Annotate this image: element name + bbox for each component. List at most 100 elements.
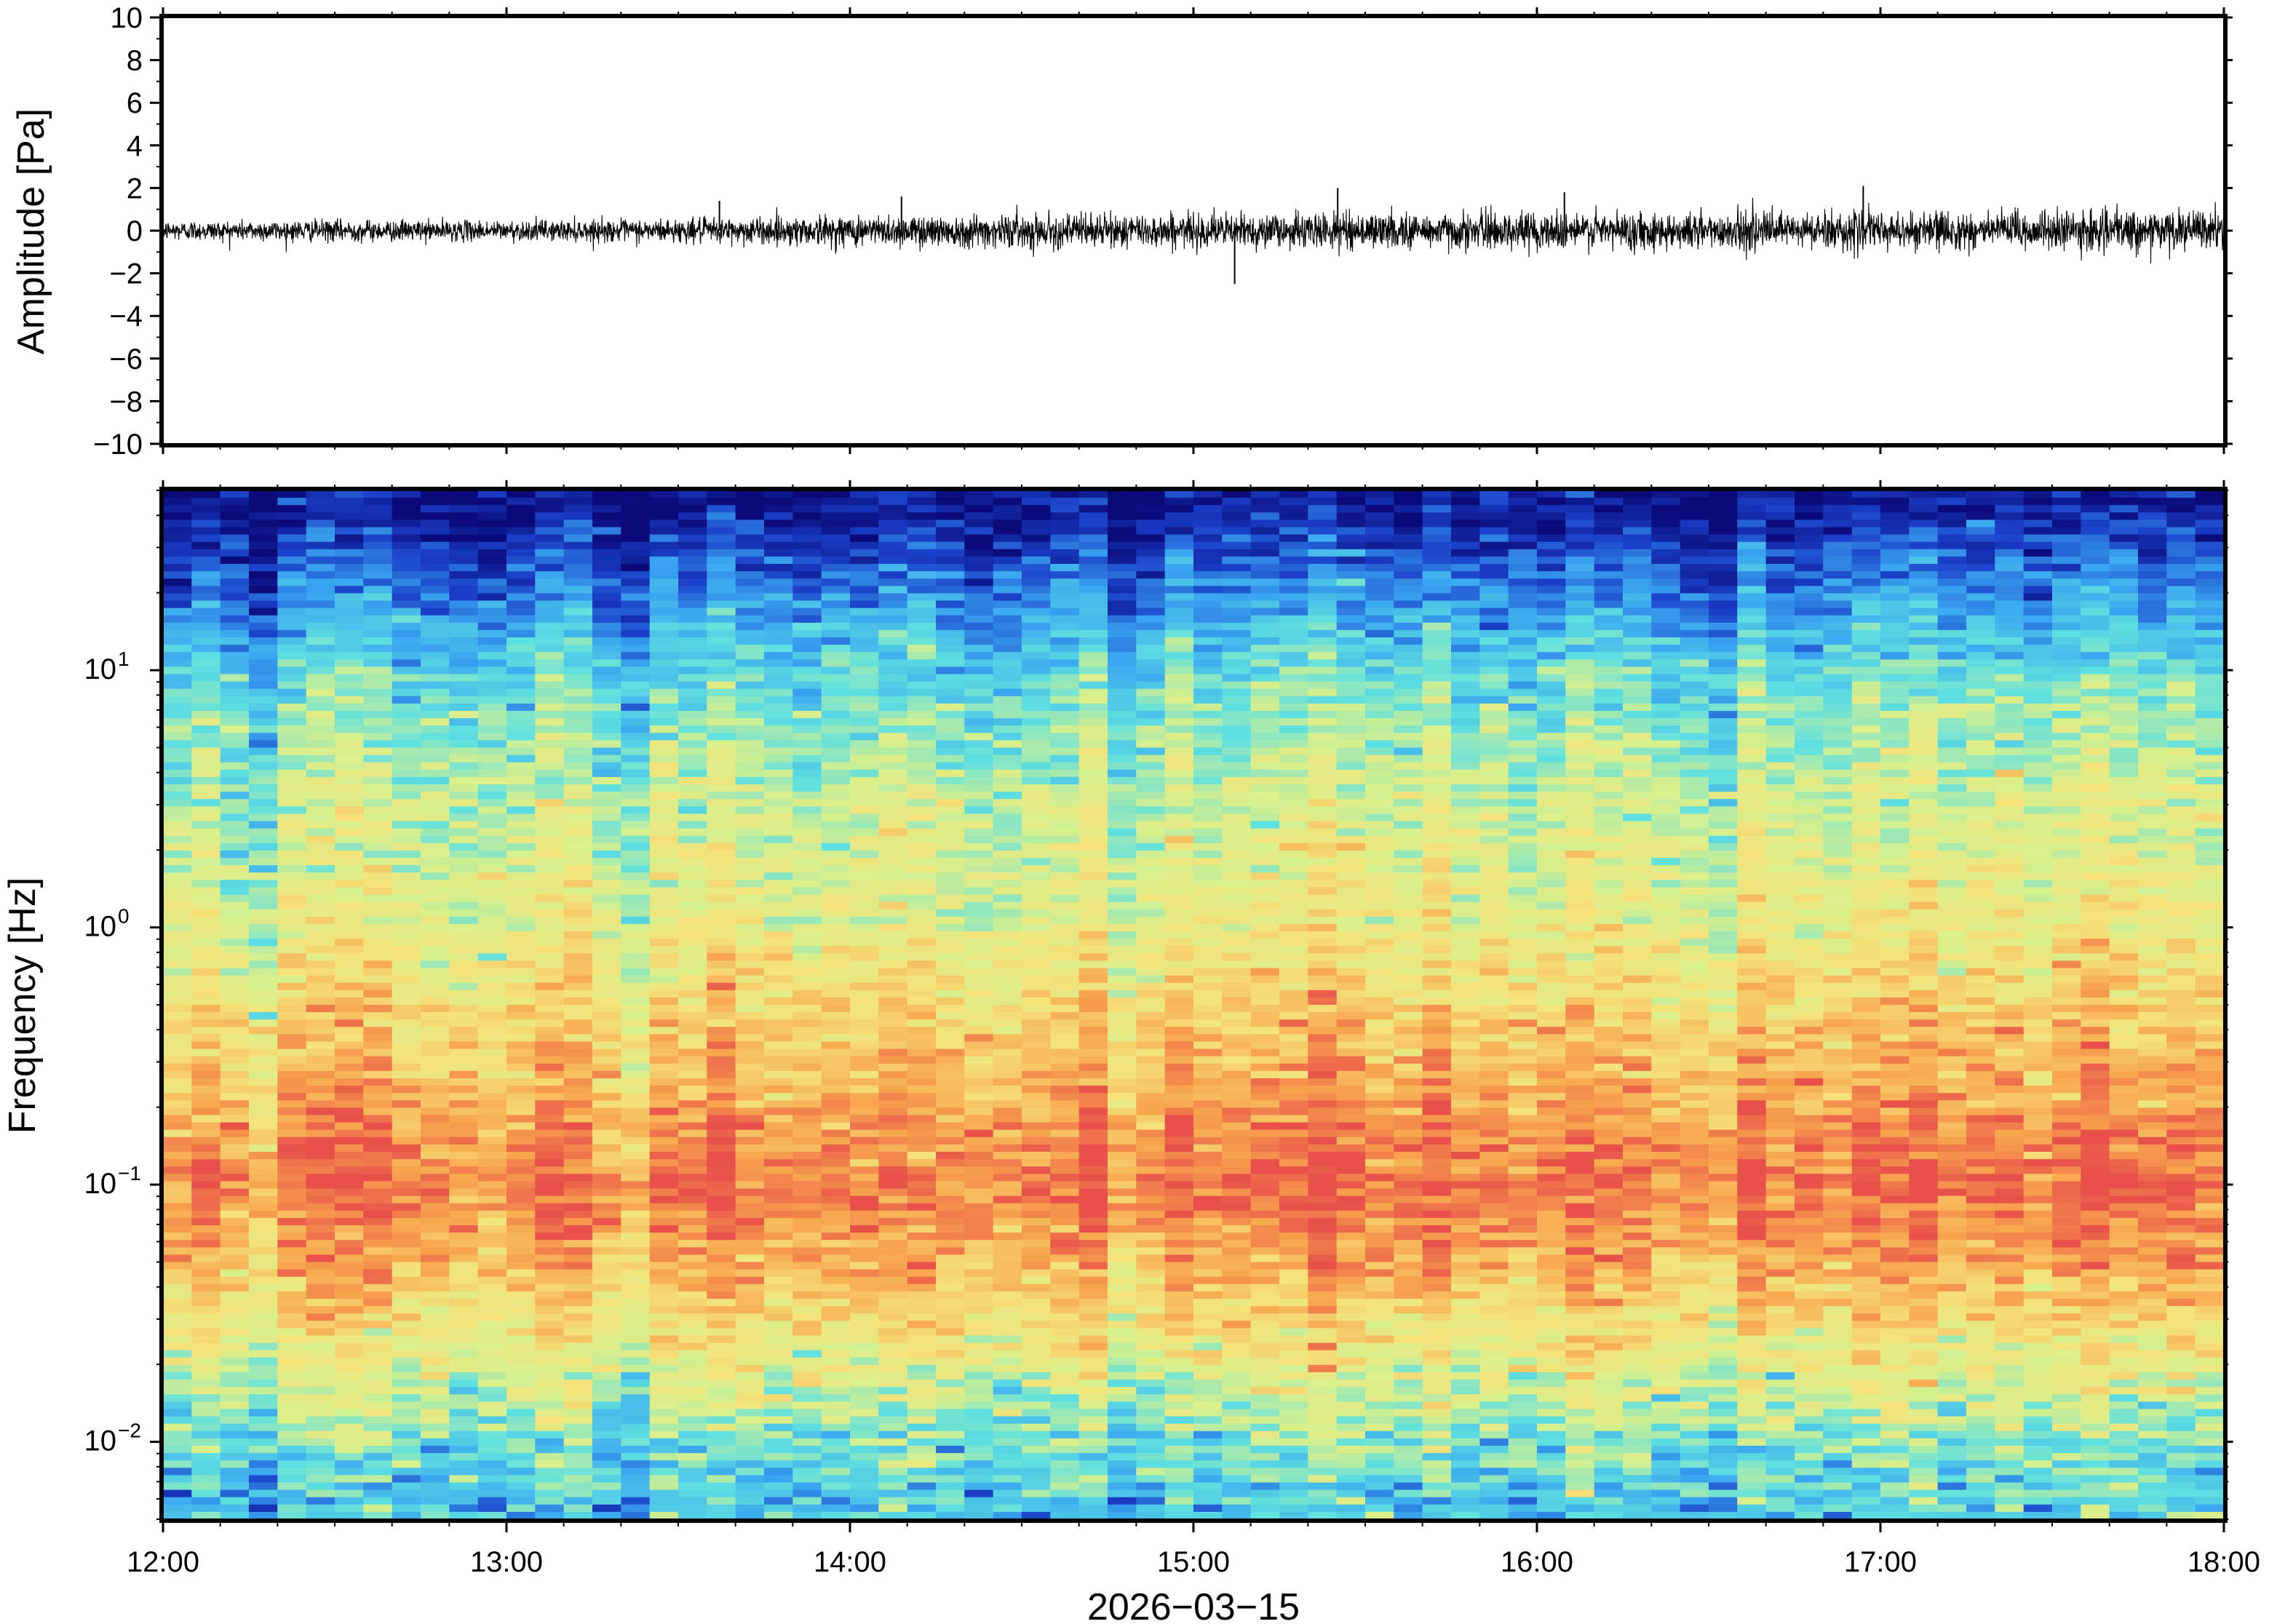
spectrogram-cell bbox=[535, 931, 565, 939]
spectrogram-cell bbox=[277, 1210, 307, 1219]
spectrogram-cell bbox=[449, 1350, 479, 1358]
spectrogram-cell bbox=[1108, 880, 1137, 888]
spectrogram-cell bbox=[477, 909, 507, 918]
spectrogram-cell bbox=[764, 887, 794, 896]
spectrogram-cell bbox=[993, 1159, 1022, 1167]
spectrogram-cell bbox=[363, 858, 393, 866]
spectrogram-cell bbox=[421, 762, 450, 771]
spectrogram-cell bbox=[306, 1497, 335, 1505]
spectrogram-cell bbox=[220, 652, 250, 661]
spectrogram-cell bbox=[936, 586, 966, 594]
spectrogram-cell bbox=[850, 608, 880, 616]
spectrogram-cell bbox=[506, 1468, 536, 1476]
spectrogram-cell bbox=[878, 901, 908, 910]
spectrogram-cell bbox=[764, 1137, 794, 1145]
spectrogram-cell bbox=[1078, 1468, 1108, 1476]
spectrogram-cell bbox=[678, 1409, 708, 1417]
spectrogram-cell bbox=[592, 629, 622, 638]
spectrogram-cell bbox=[506, 880, 536, 888]
spectrogram-cell bbox=[707, 1460, 736, 1469]
spectrogram-cell bbox=[735, 1019, 765, 1028]
spectrogram-cell bbox=[850, 828, 880, 837]
spectrogram-cell bbox=[707, 960, 736, 969]
spectrogram-cell bbox=[363, 681, 393, 690]
spectrogram-cell bbox=[735, 674, 765, 682]
spectrogram-cell bbox=[850, 629, 880, 638]
spectrogram-cell bbox=[821, 1078, 851, 1086]
spectrogram-cell bbox=[878, 1217, 908, 1226]
spectrogram-cell bbox=[363, 1019, 393, 1028]
spectrogram-cell bbox=[592, 990, 622, 998]
spectrogram-cell bbox=[621, 982, 651, 991]
spectrogram-cell bbox=[477, 828, 507, 837]
spectrogram-cell bbox=[1050, 799, 1080, 808]
spectrogram-cell bbox=[1078, 1100, 1108, 1109]
spectrogram-cell bbox=[678, 1489, 708, 1498]
spectrogram-cell bbox=[392, 490, 421, 498]
waveform-line bbox=[163, 197, 2224, 264]
spectrogram-cell bbox=[649, 1019, 679, 1028]
spectrogram-cell bbox=[335, 990, 365, 998]
spectrogram-cell bbox=[392, 1475, 421, 1484]
spectrogram-cell bbox=[535, 725, 565, 734]
spectrogram-cell bbox=[163, 1482, 193, 1491]
spectrogram-cell bbox=[477, 1504, 507, 1513]
spectrogram-cell bbox=[563, 799, 593, 808]
spectrogram-cell bbox=[592, 755, 622, 763]
spectrogram-cell bbox=[621, 1027, 651, 1035]
spectrogram-cell bbox=[477, 1078, 507, 1086]
spectrogram-cell bbox=[964, 1299, 994, 1307]
spectrogram-cell bbox=[163, 953, 193, 962]
spectrogram-cell bbox=[964, 1475, 994, 1484]
spectrogram-cell bbox=[392, 1181, 421, 1190]
spectrogram-cell bbox=[1022, 792, 1052, 800]
spectrogram-cell bbox=[850, 1115, 880, 1123]
spectrogram-cell bbox=[907, 1203, 937, 1211]
spectrogram-cell bbox=[1022, 593, 1052, 602]
spectrogram-cell bbox=[878, 1438, 908, 1446]
spectrogram-cell bbox=[850, 1482, 880, 1491]
spectrogram-cell bbox=[335, 1225, 365, 1233]
spectrogram-cell bbox=[993, 1034, 1022, 1043]
spectrogram-cell bbox=[363, 1350, 393, 1358]
spectrogram-cell bbox=[220, 1203, 250, 1211]
spectrogram-cell bbox=[878, 637, 908, 645]
spectrogram-cell bbox=[850, 923, 880, 932]
spectrogram-cell bbox=[563, 1174, 593, 1182]
spectrogram-cell bbox=[678, 1195, 708, 1204]
spectrogram-cell bbox=[249, 1401, 279, 1410]
spectrogram-cell bbox=[678, 637, 708, 645]
spectrogram-cell bbox=[1078, 1401, 1108, 1410]
spectrogram-cell bbox=[277, 541, 307, 550]
spectrogram-cell bbox=[392, 1019, 421, 1028]
spectrogram-cell bbox=[792, 740, 822, 749]
spectrogram-cell bbox=[163, 578, 193, 587]
spectrogram-cell bbox=[621, 1335, 651, 1344]
spectrogram-cell bbox=[850, 799, 880, 808]
spectrogram-cell bbox=[1164, 769, 1194, 778]
spectrogram-cell bbox=[506, 564, 536, 572]
spectrogram-cell bbox=[907, 512, 937, 521]
spectrogram-cell bbox=[936, 541, 966, 550]
spectrogram-cell bbox=[850, 674, 880, 682]
spectrogram-cell bbox=[277, 858, 307, 866]
spectrogram-cell bbox=[1022, 1247, 1052, 1256]
spectrogram-cell bbox=[907, 1453, 937, 1461]
spectrogram-cell bbox=[792, 1188, 822, 1197]
spectrogram-cell bbox=[421, 828, 450, 837]
spectrogram-cell bbox=[421, 1056, 450, 1064]
spectrogram-cell bbox=[163, 850, 193, 859]
spectrogram-cell bbox=[649, 1394, 679, 1403]
spectrogram-cell bbox=[191, 1475, 221, 1484]
spectrogram-cell bbox=[220, 894, 250, 903]
spectrogram-cell bbox=[249, 600, 279, 609]
spectrogram-cell bbox=[1050, 1159, 1080, 1167]
spectrogram-cell bbox=[392, 1342, 421, 1351]
spectrogram-cell bbox=[1136, 1401, 1166, 1410]
spectrogram-cell bbox=[964, 1166, 994, 1175]
spectrogram-cell bbox=[1050, 1475, 1080, 1484]
spectrogram-cell bbox=[792, 1387, 822, 1396]
spectrogram-cell bbox=[392, 821, 421, 829]
spectrogram-cell bbox=[363, 894, 393, 903]
spectrogram-cell bbox=[363, 1380, 393, 1388]
